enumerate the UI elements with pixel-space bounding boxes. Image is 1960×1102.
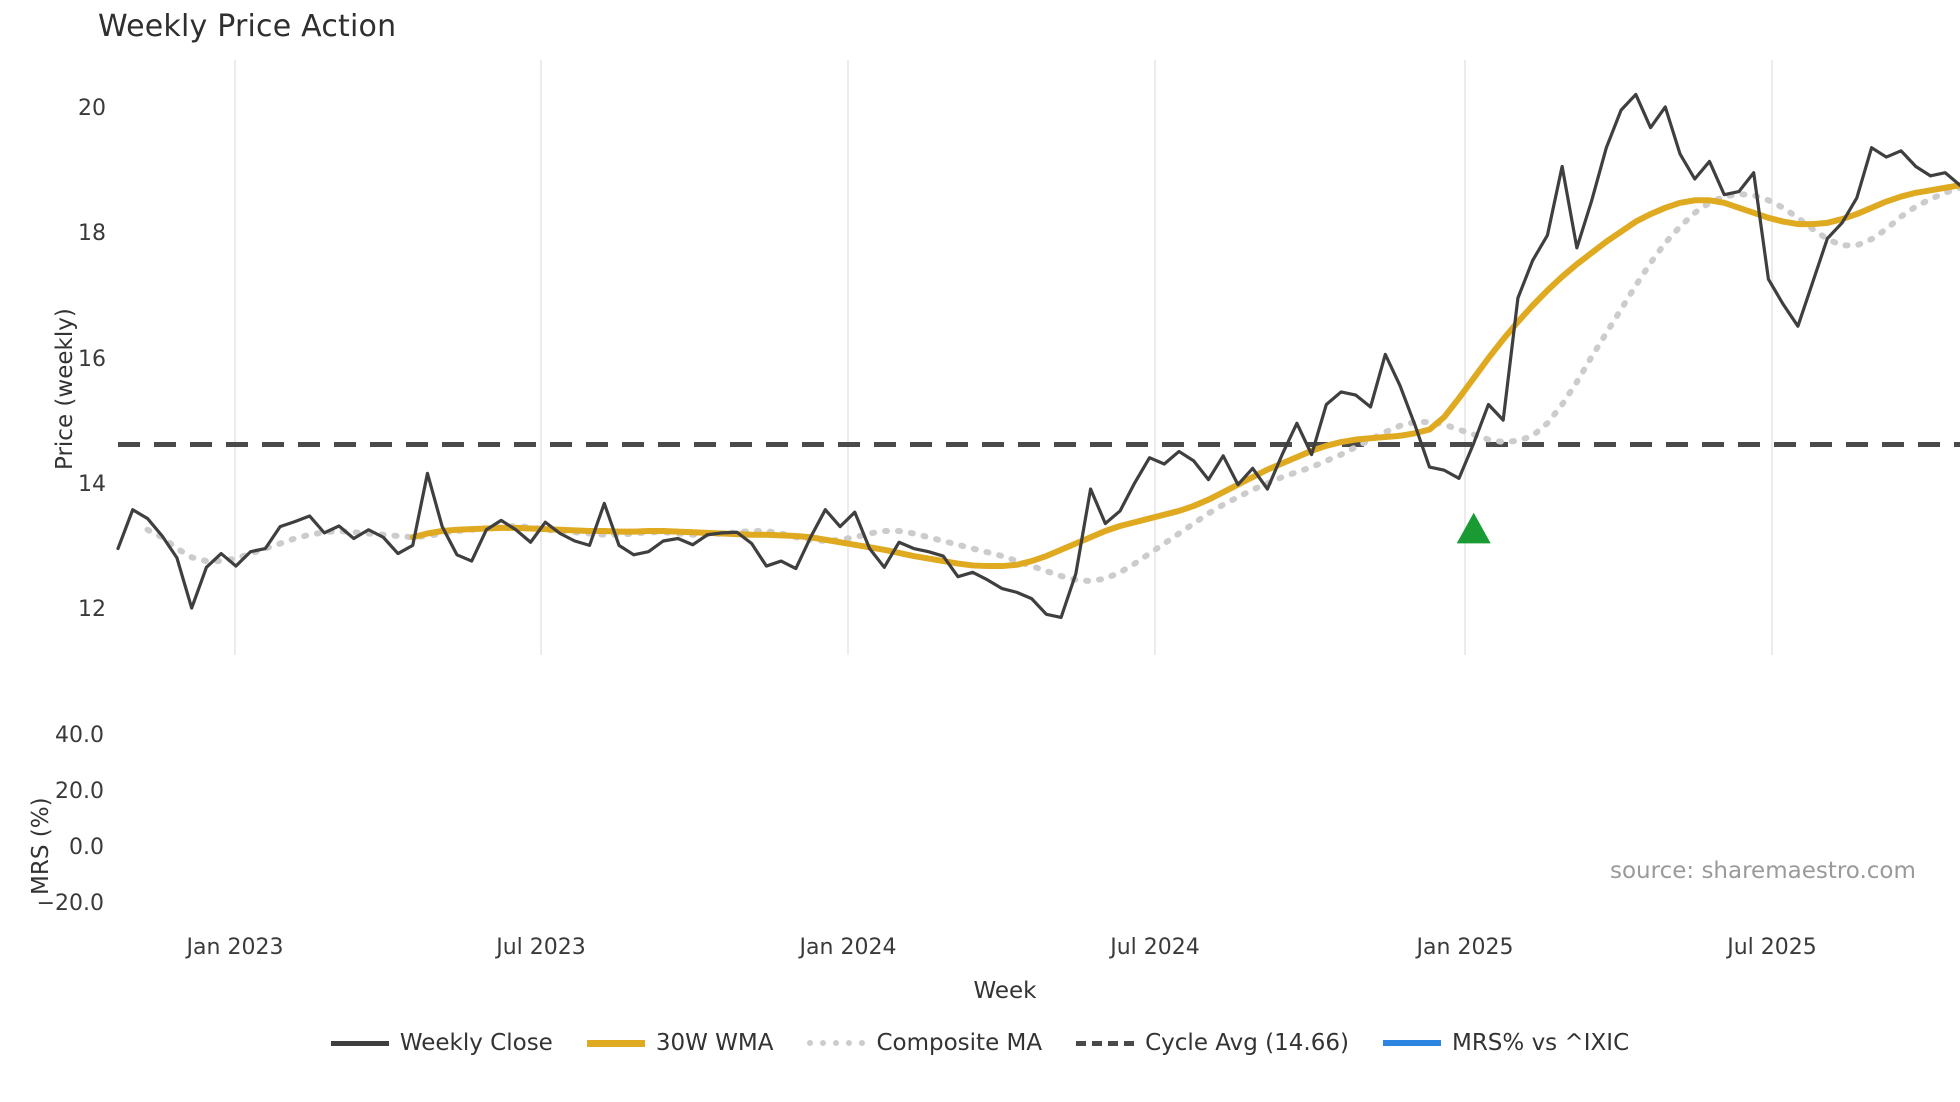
legend-item[interactable]: Weekly Close bbox=[330, 1030, 553, 1056]
legend-label: Composite MA bbox=[876, 1030, 1043, 1056]
mrs-plot bbox=[0, 690, 1960, 940]
source-watermark: source: sharemaestro.com bbox=[1610, 858, 1916, 884]
legend-label: Weekly Close bbox=[399, 1030, 553, 1056]
mrs-y-tick: 20.0 bbox=[55, 778, 104, 804]
x-axis-tick: Jul 2025 bbox=[1727, 935, 1817, 960]
legend-swatch-icon bbox=[1382, 1040, 1441, 1046]
legend-swatch-icon bbox=[1076, 1040, 1135, 1046]
legend-swatch-icon bbox=[586, 1039, 645, 1047]
x-axis-tick: Jan 2024 bbox=[799, 935, 897, 960]
price-y-tick: 14 bbox=[78, 471, 106, 497]
price-y-axis-label: Price (weekly) bbox=[52, 308, 78, 470]
legend-swatch-icon bbox=[330, 1040, 389, 1046]
price-y-tick: 16 bbox=[78, 346, 106, 372]
legend-label: MRS% vs ^IXIC bbox=[1451, 1030, 1630, 1056]
legend-label: Cycle Avg (14.66) bbox=[1145, 1030, 1349, 1056]
legend-label: 30W WMA bbox=[655, 1030, 774, 1056]
x-axis-tick: Jul 2024 bbox=[1110, 935, 1200, 960]
price-y-tick: 12 bbox=[78, 597, 106, 623]
buy-signal-marker[interactable] bbox=[1456, 512, 1491, 544]
legend-item[interactable]: Composite MA bbox=[807, 1030, 1042, 1056]
mrs-y-tick: 0.0 bbox=[69, 835, 104, 861]
x-axis-tick: Jan 2025 bbox=[1416, 935, 1514, 960]
series-weekly-close bbox=[116, 92, 1960, 620]
legend-item[interactable]: 30W WMA bbox=[586, 1030, 774, 1056]
x-axis-tick: Jul 2023 bbox=[496, 935, 586, 960]
x-axis-tick: Jan 2023 bbox=[186, 935, 284, 960]
legend-swatch-icon bbox=[807, 1040, 866, 1046]
series-30w-wma bbox=[409, 182, 1960, 570]
legend-item[interactable]: MRS% vs ^IXIC bbox=[1382, 1030, 1630, 1056]
legend-item[interactable]: Cycle Avg (14.66) bbox=[1076, 1030, 1349, 1056]
mrs-panel: MRS (%) −20.0 0.0 20.0 40.0 source: sharema… bbox=[0, 690, 1960, 940]
mrs-y-tick: 40.0 bbox=[55, 722, 104, 748]
page-title: Weekly Price Action bbox=[98, 9, 397, 44]
price-panel: Price (weekly) 12 14 16 18 20 bbox=[52, 60, 1960, 655]
x-axis-label: Week bbox=[973, 978, 1037, 1004]
price-y-tick: 20 bbox=[78, 96, 106, 122]
price-y-tick: 18 bbox=[78, 221, 106, 247]
mrs-y-tick: −20.0 bbox=[36, 891, 104, 917]
price-plot bbox=[116, 60, 1960, 655]
chart-legend: Weekly Close 30W WMA Composite MA Cycle Avg… bbox=[0, 1030, 1960, 1056]
